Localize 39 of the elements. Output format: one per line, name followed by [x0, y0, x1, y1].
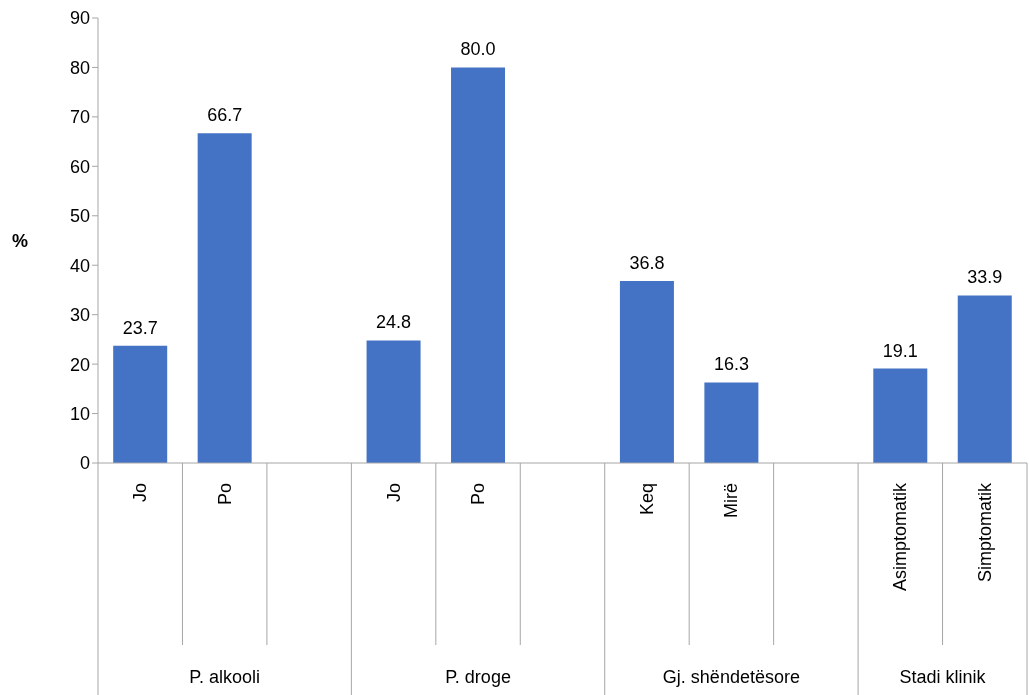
x-tick-label: Mirë: [721, 483, 742, 518]
text: P. droge: [445, 667, 511, 687]
data-label: 24.8: [376, 312, 412, 333]
x-tick-label: Asimptomatik: [890, 482, 911, 592]
bar: [957, 295, 1012, 463]
y-tick-label: 0: [79, 453, 90, 474]
bar: [366, 340, 421, 463]
bar: [619, 281, 674, 463]
y-tick-label: 70: [69, 107, 90, 128]
x-tick-label: Po: [214, 483, 235, 506]
y-tick-label: 80: [69, 57, 90, 78]
y-axis-title: %: [12, 230, 29, 251]
y-tick-label: 10: [69, 403, 90, 424]
bar: [451, 67, 506, 463]
data-label: 80.0: [460, 39, 496, 60]
y-tick-label: 60: [69, 156, 90, 177]
y-tick-label: 50: [69, 206, 90, 227]
y-tick-label: 30: [69, 305, 90, 326]
y-tick-label: 40: [69, 255, 90, 276]
x-tick-label: Jo: [130, 483, 151, 503]
y-tick-label: 20: [69, 354, 90, 375]
bar: [873, 368, 928, 463]
bar: [113, 345, 168, 463]
data-label: 19.1: [882, 340, 918, 361]
text: P. alkooli: [189, 667, 261, 687]
x-tick-label: Keq: [636, 483, 657, 516]
data-label: 36.8: [629, 253, 665, 274]
x-tick-label: Jo: [383, 483, 404, 503]
x-tick-label: Simptomatik: [974, 482, 995, 583]
bar: [197, 133, 252, 463]
y-tick-label: 90: [69, 8, 90, 29]
x-tick-label: Po: [468, 483, 489, 506]
data-label: 23.7: [122, 317, 158, 338]
data-label: 33.9: [967, 267, 1003, 288]
text: Stadi klinik: [899, 667, 987, 687]
bar: [704, 382, 759, 463]
data-label: 66.7: [207, 105, 243, 126]
text: Gj. shëndetësore: [662, 667, 800, 687]
data-label: 16.3: [713, 354, 749, 375]
